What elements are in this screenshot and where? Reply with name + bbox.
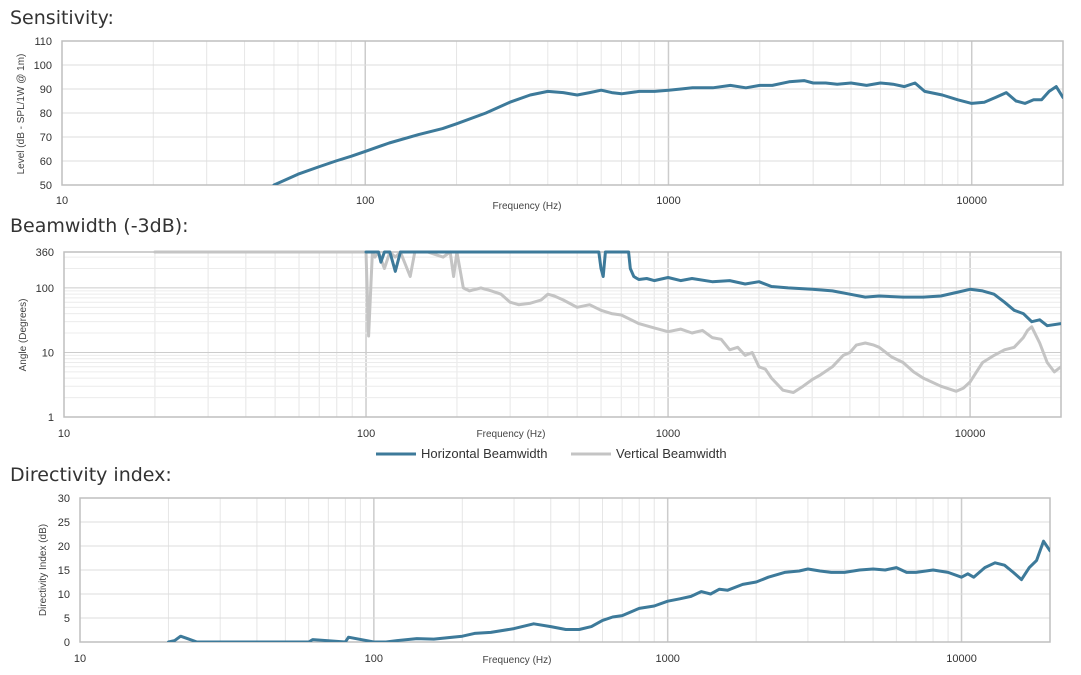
sensitivity-y-tick-label: 80 <box>40 108 52 120</box>
beamwidth-panel: Beamwidth (-3dB): Frequency (Hz) Angle (… <box>10 215 1062 461</box>
directivity-x-axis-label: Frequency (Hz) <box>483 655 552 666</box>
sensitivity-y-tick-label: 100 <box>34 60 52 72</box>
beamwidth-x-tick-label: 10000 <box>955 428 986 440</box>
beamwidth-y-tick-label: 360 <box>36 247 54 259</box>
directivity-y-tick-label: 10 <box>58 589 70 601</box>
sensitivity-x-tick-label: 100 <box>356 195 374 207</box>
sensitivity-y-axis-label: Level (dB - SPL/1W @ 1m) <box>16 54 27 175</box>
directivity-title: Directivity index: <box>10 464 172 486</box>
beamwidth-y-tick-label: 10 <box>42 347 54 359</box>
directivity-y-tick-label: 15 <box>58 565 70 577</box>
directivity-y-tick-label: 0 <box>64 637 70 649</box>
beamwidth-legend: Horizontal Beamwidth Vertical Beamwidth <box>376 446 727 461</box>
directivity-panel: Directivity index: Frequency (Hz) Direct… <box>10 464 1051 666</box>
directivity-y-tick-label: 25 <box>58 517 70 529</box>
beamwidth-horizontal-series-line <box>364 250 1061 328</box>
beamwidth-x-tick-label: 10 <box>58 428 70 440</box>
beamwidth-y-tick-label: 100 <box>36 283 54 295</box>
sensitivity-title: Sensitivity: <box>10 7 114 29</box>
directivity-plot-frame <box>79 497 1051 643</box>
directivity-x-tick-label: 1000 <box>655 653 679 665</box>
directivity-x-tick-label: 10000 <box>946 653 977 665</box>
beamwidth-y-axis-label: Angle (Degrees) <box>18 299 29 372</box>
sensitivity-x-axis-label: Frequency (Hz) <box>493 201 562 212</box>
legend-label-vertical: Vertical Beamwidth <box>616 446 727 461</box>
directivity-series-line <box>167 539 1050 642</box>
directivity-y-axis-label: Directivity Index (dB) <box>38 524 49 616</box>
sensitivity-x-tick-label: 10000 <box>956 195 987 207</box>
sensitivity-y-tick-label: 70 <box>40 132 52 144</box>
directivity-y-tick-label: 5 <box>64 613 70 625</box>
sensitivity-y-tick-label: 110 <box>34 36 52 48</box>
sensitivity-x-tick-label: 10 <box>56 195 68 207</box>
beamwidth-x-tick-label: 100 <box>357 428 375 440</box>
beamwidth-title: Beamwidth (-3dB): <box>10 215 189 237</box>
beamwidth-x-axis-label: Frequency (Hz) <box>477 429 546 440</box>
sensitivity-y-tick-label: 90 <box>40 84 52 96</box>
beamwidth-plot-frame <box>63 251 1062 418</box>
sensitivity-panel: Sensitivity: Frequency (Hz) Level (dB - … <box>10 7 1064 212</box>
directivity-y-tick-label: 30 <box>58 493 70 505</box>
directivity-x-tick-label: 100 <box>365 653 383 665</box>
sensitivity-grid <box>62 40 1063 186</box>
directivity-x-tick-label: 10 <box>74 653 86 665</box>
sensitivity-y-tick-label: 60 <box>40 156 52 168</box>
beamwidth-y-tick-label: 1 <box>48 412 54 424</box>
sensitivity-y-tick-label: 50 <box>40 180 52 192</box>
beamwidth-x-tick-label: 1000 <box>656 428 680 440</box>
sensitivity-series-line <box>272 79 1063 185</box>
beamwidth-grid <box>64 252 1061 417</box>
directivity-y-tick-label: 20 <box>58 541 70 553</box>
sensitivity-plot-frame <box>61 40 1064 186</box>
legend-label-horizontal: Horizontal Beamwidth <box>421 446 547 461</box>
sensitivity-x-tick-label: 1000 <box>656 195 680 207</box>
